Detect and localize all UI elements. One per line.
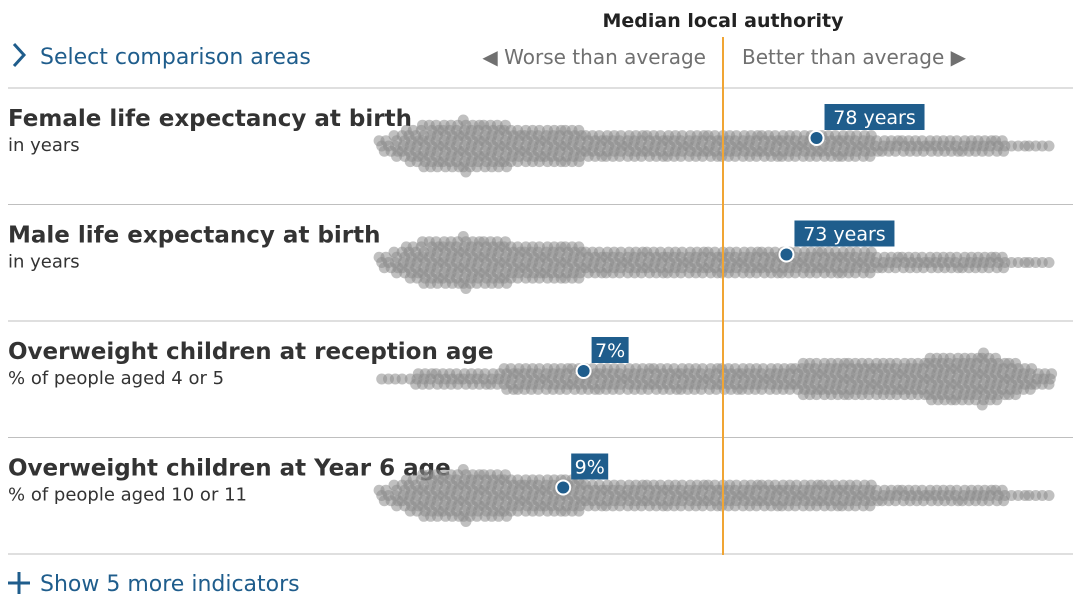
chevron-right-icon — [12, 42, 27, 68]
indicator-row: Overweight children at reception age % of… — [8, 337, 1073, 438]
beeswarm-dot — [976, 399, 988, 411]
indicator-subtitle: % of people aged 10 or 11 — [8, 485, 247, 506]
beeswarm-dots — [373, 114, 1055, 178]
beeswarm-dot — [889, 495, 901, 507]
beeswarm-dot — [614, 383, 626, 395]
beeswarm-dot — [471, 277, 483, 289]
indicator-row: Overweight children at Year 6 age % of pe… — [8, 453, 1073, 555]
beeswarm-dot — [675, 267, 687, 279]
beeswarm-dot — [849, 150, 861, 162]
beeswarm-dot — [614, 150, 626, 162]
worse-label: ◀ Worse than average — [482, 45, 706, 69]
beeswarm-dot — [998, 262, 1010, 274]
highlight-dot[interactable] — [555, 479, 572, 496]
indicator-subtitle: in years — [8, 252, 80, 273]
beeswarm-dot — [983, 262, 995, 274]
indicator-row: Male life expectancy at birth in years 73 … — [8, 220, 1073, 322]
beeswarm-dot — [471, 510, 483, 522]
highlight-badge — [591, 337, 629, 363]
highlight-value: 9% — [575, 457, 605, 479]
show-more-indicators[interactable]: Show 5 more indicators — [8, 572, 300, 597]
highlight-dot[interactable] — [808, 130, 825, 146]
beeswarm-dots — [373, 231, 1055, 294]
beeswarm-dot — [756, 383, 768, 395]
beeswarm-dot — [864, 267, 876, 279]
beeswarm-dot — [512, 505, 524, 517]
beeswarm-dot — [729, 500, 741, 512]
beeswarm-dot — [729, 267, 741, 279]
beeswarm-dot — [695, 383, 707, 395]
highlight-dot[interactable] — [575, 363, 592, 379]
plus-icon — [8, 572, 30, 594]
indicator-subtitle: % of people aged 4 or 5 — [8, 368, 224, 389]
highlight-badge — [824, 104, 925, 130]
beeswarm-dot — [675, 500, 687, 512]
beeswarm-dot — [512, 156, 524, 168]
beeswarm-dot — [863, 389, 875, 401]
beeswarm-dot — [789, 500, 801, 512]
highlight-value: 78 years — [833, 107, 916, 129]
beeswarm-dot — [614, 500, 626, 512]
beeswarm-dot — [1043, 378, 1055, 390]
beeswarm-dot — [983, 145, 995, 157]
beeswarm-dot — [1043, 257, 1055, 268]
beeswarm-dot — [675, 150, 687, 162]
highlight-value: 73 years — [803, 224, 886, 246]
indicator-title: Overweight children at reception age — [8, 339, 493, 365]
beeswarm-dot — [614, 267, 626, 279]
highlight-badge — [794, 220, 895, 247]
median-label: Median local authority — [602, 10, 844, 32]
select-comparison-areas[interactable]: Select comparison areas — [12, 42, 311, 70]
beeswarm-dot — [864, 500, 876, 512]
beeswarm-dot — [991, 394, 1003, 406]
beeswarm-dot — [729, 150, 741, 162]
beeswarm-dot — [849, 267, 861, 279]
beeswarm-dot — [573, 156, 585, 168]
highlight-badge — [571, 453, 609, 480]
beeswarm-dot — [998, 145, 1010, 157]
beeswarm-dot — [532, 383, 544, 395]
beeswarm-dot — [573, 272, 585, 284]
select-comparison-label: Select comparison areas — [40, 45, 311, 70]
indicator-subtitle: in years — [8, 135, 80, 156]
better-label: Better than average ▶ — [742, 45, 967, 69]
highlight-value: 7% — [595, 340, 625, 362]
beeswarm-dot — [423, 378, 435, 390]
beeswarm-dot — [471, 161, 483, 173]
beeswarm-dot — [789, 267, 801, 279]
beeswarm-dot — [864, 150, 876, 162]
beeswarm-dot — [573, 505, 585, 517]
beeswarm-dots — [373, 464, 1055, 527]
beeswarm-dot — [789, 150, 801, 162]
beeswarm-dot — [1010, 389, 1022, 401]
indicator-title: Female life expectancy at birth — [8, 106, 412, 132]
beeswarm-dot — [512, 272, 524, 284]
indicator-title: Male life expectancy at birth — [8, 223, 381, 249]
highlight-dot[interactable] — [778, 246, 795, 263]
show-more-label: Show 5 more indicators — [40, 572, 300, 597]
beeswarm-dot — [889, 262, 901, 274]
beeswarm-dot — [998, 495, 1010, 507]
beeswarm-dots — [376, 347, 1058, 411]
beeswarm-dot — [889, 145, 901, 157]
indicator-title: Overweight children at Year 6 age — [8, 456, 451, 482]
indicator-rows: Female life expectancy at birth in years 7… — [8, 87, 1073, 555]
beeswarm-dot — [849, 500, 861, 512]
beeswarm-dot — [1043, 140, 1055, 152]
beeswarm-dot — [983, 495, 995, 507]
beeswarm-dot — [1043, 490, 1055, 501]
beeswarm-dot — [396, 373, 408, 385]
indicator-row: Female life expectancy at birth in years 7… — [8, 104, 1073, 205]
